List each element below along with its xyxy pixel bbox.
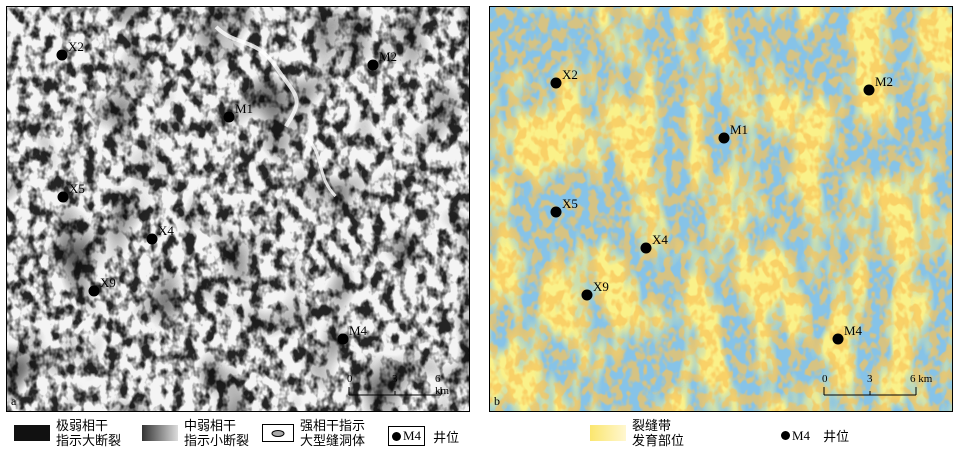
well-marker-m4 [337, 333, 349, 345]
well-marker-x5 [550, 206, 562, 218]
well-label-m4: M4 [844, 323, 863, 338]
well-marker-m2 [367, 59, 379, 71]
scale-tick-6: 6 km [435, 373, 450, 397]
scale-tick-3: 3 [392, 373, 398, 385]
strong-swatch [262, 424, 294, 442]
well-marker-x5 [57, 191, 69, 203]
well-marker-x2 [56, 49, 68, 61]
legend-well-text: 井位 [823, 429, 850, 444]
well-marker-x4 [640, 242, 652, 254]
legend-well-text: 井位 [433, 429, 460, 445]
well-label-x9: X9 [593, 279, 609, 294]
well-box-label: M4 [792, 427, 811, 443]
coherence-map-panel-a: X2 M2 M1 X5 X4 X9 M4 0 3 6 km a [6, 6, 470, 412]
scale-tick-0: 0 [822, 373, 828, 385]
well-symbol-box: M4 [778, 427, 813, 445]
legend: 极弱相干 指示大断裂 中弱相干 指示小断裂 强相干指示 大型缝洞体 M4 井位 … [0, 416, 959, 454]
well-label-m4: M4 [349, 323, 368, 338]
legend-well: M4 井位 [388, 426, 459, 446]
well-label-x9: X9 [100, 275, 116, 290]
legend-fracture-line1: 裂缝带 [632, 418, 672, 433]
legend-medium-weak: 中弱相干 指示小断裂 [142, 418, 249, 448]
well-label-x2: X2 [68, 39, 84, 54]
well-marker-m1 [223, 111, 235, 123]
scale-tick-6: 6 km [910, 373, 933, 385]
legend-fracture-line2: 发育部位 [632, 433, 685, 448]
coherence-texture [7, 7, 469, 411]
well-label-m1: M1 [235, 101, 254, 116]
well-marker-x9 [581, 289, 593, 301]
fracture-swatch [590, 425, 626, 441]
legend-strong-line2: 大型缝洞体 [300, 433, 366, 448]
fracture-texture [490, 7, 952, 411]
very-weak-swatch [14, 425, 50, 441]
well-label-m1: M1 [730, 122, 749, 137]
legend-strong-line1: 强相干指示 [300, 418, 366, 433]
well-marker-m2 [863, 84, 875, 96]
well-label-x4: X4 [652, 232, 668, 247]
well-label-m2: M2 [875, 74, 894, 89]
well-dot-icon [781, 431, 790, 440]
well-marker-x4 [146, 233, 158, 245]
legend-medium-weak-line2: 指示小断裂 [184, 433, 250, 448]
well-dot-icon [392, 431, 401, 441]
well-label-m2: M2 [379, 49, 398, 64]
panel-letter: a [11, 394, 17, 408]
panel-letter: b [494, 394, 500, 408]
legend-very-weak: 极弱相干 指示大断裂 [14, 418, 121, 448]
well-marker-x9 [88, 285, 100, 297]
well-label-x2: X2 [562, 67, 578, 82]
scale-bar: 0 3 6 km [820, 369, 940, 399]
fracture-map-panel-b: X2 M2 M1 X5 X4 X9 M4 0 3 6 km b [489, 6, 953, 412]
well-marker-m1 [718, 132, 730, 144]
legend-well-b: M4 井位 [778, 426, 849, 445]
well-box-label: M4 [403, 428, 422, 443]
scale-tick-3: 3 [867, 373, 873, 385]
well-label-x5: X5 [562, 196, 578, 211]
well-marker-m4 [832, 333, 844, 345]
legend-very-weak-line1: 极弱相干 [56, 418, 109, 433]
well-symbol-box: M4 [388, 426, 426, 446]
well-label-x5: X5 [69, 181, 85, 196]
cave-body-icon [271, 429, 285, 437]
scale-bar: 0 3 6 km [345, 369, 455, 399]
well-label-x4: X4 [158, 223, 174, 238]
legend-very-weak-line2: 指示大断裂 [56, 433, 122, 448]
legend-medium-weak-line1: 中弱相干 [184, 418, 237, 433]
scale-tick-0: 0 [347, 373, 353, 385]
legend-fracture: 裂缝带 发育部位 [590, 418, 684, 448]
medium-weak-swatch [142, 425, 178, 441]
legend-strong: 强相干指示 大型缝洞体 [262, 418, 365, 448]
well-marker-x2 [550, 77, 562, 89]
